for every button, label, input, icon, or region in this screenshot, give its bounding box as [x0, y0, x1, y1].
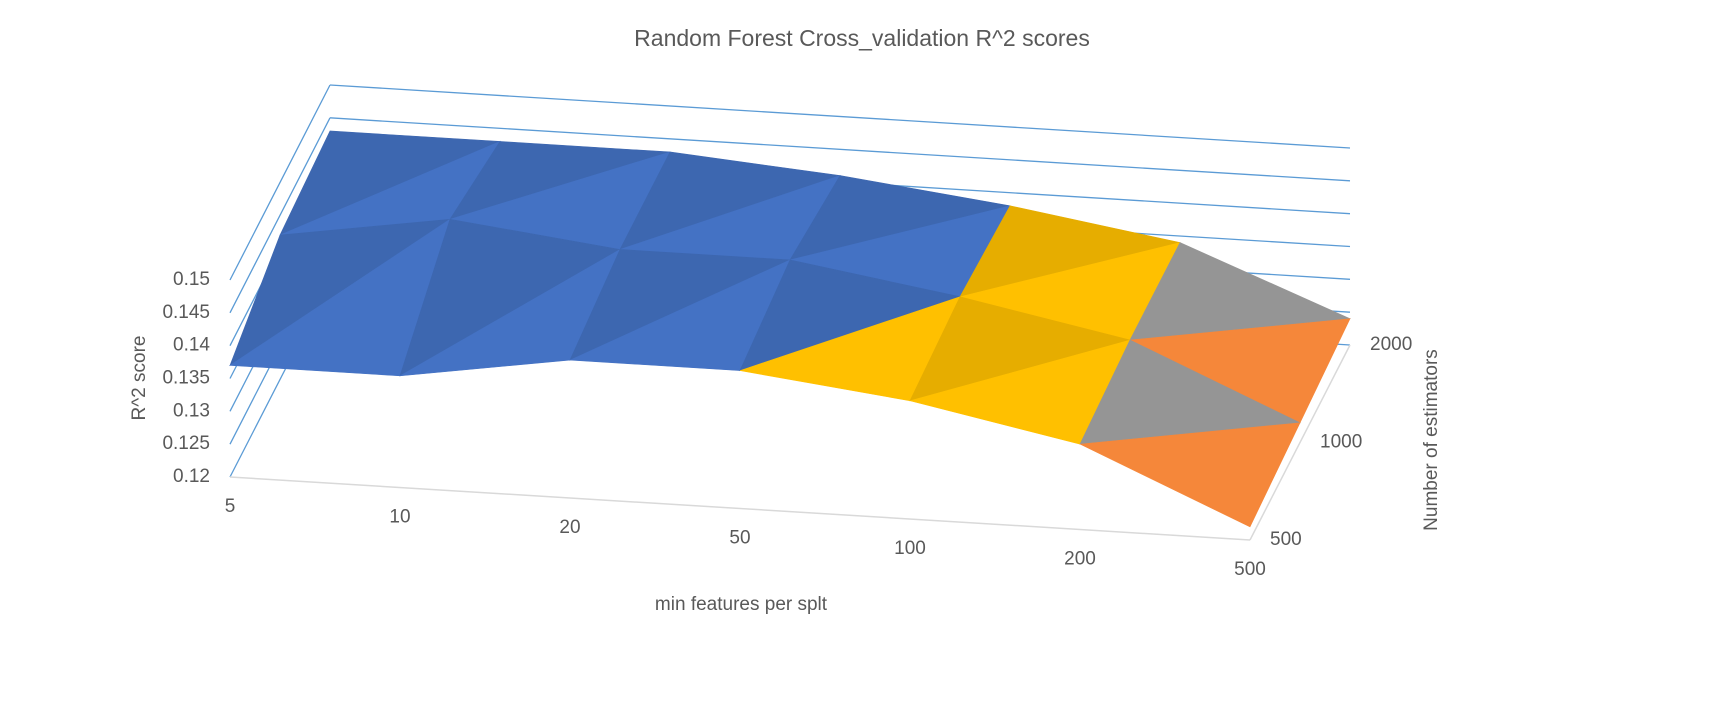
- y-tick-label: 0.15: [173, 269, 210, 290]
- grid-line: [329, 84, 1351, 149]
- grid-line: [229, 117, 331, 314]
- x-axis-title: min features per splt: [655, 594, 828, 615]
- depth-axis-title: Number of estimators: [1421, 349, 1442, 531]
- x-axis-line: [229, 476, 1251, 541]
- y-tick-label: 0.13: [173, 400, 210, 421]
- chart-title: Random Forest Cross_validation R^2 score…: [634, 25, 1090, 51]
- y-tick-label: 0.14: [173, 335, 210, 356]
- depth-tick-label: 2000: [1370, 334, 1412, 355]
- x-tick-label: 50: [729, 528, 750, 549]
- depth-tick-label: 500: [1270, 529, 1302, 550]
- y-tick-label: 0.145: [162, 302, 210, 323]
- x-tick-label: 10: [389, 507, 410, 528]
- x-tick-label: 100: [894, 538, 926, 559]
- x-tick-label: 5: [225, 496, 236, 517]
- y-tick-label: 0.135: [162, 368, 210, 389]
- grid-line: [329, 117, 1351, 182]
- y-axis-title: R^2 score: [129, 336, 150, 421]
- surface-facet: [1078, 422, 1301, 528]
- grid-line: [229, 84, 331, 281]
- x-tick-label: 20: [559, 517, 580, 538]
- y-tick-label: 0.125: [162, 433, 210, 454]
- depth-tick-label: 1000: [1320, 432, 1362, 453]
- x-tick-label: 500: [1234, 559, 1266, 580]
- depth-axis-line: [1249, 344, 1351, 541]
- x-tick-label: 200: [1064, 549, 1096, 570]
- y-tick-label: 0.12: [173, 466, 210, 487]
